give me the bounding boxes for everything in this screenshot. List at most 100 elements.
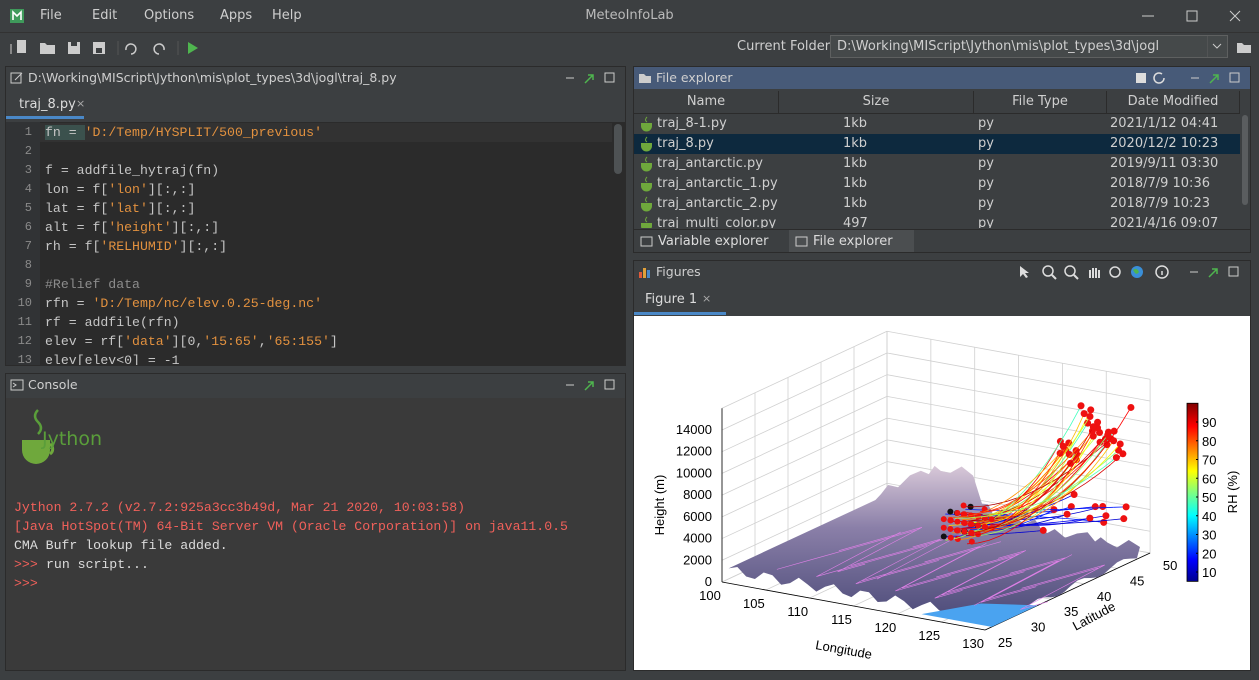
colorbar-tick-label: 90 [1202,415,1216,430]
panel-controls[interactable] [563,71,619,85]
code-area[interactable]: 1fn = 'D:/Temp/HYSPLIT/500_previous'23f … [6,122,625,366]
y-tick-label: 25 [998,635,1012,650]
file-row[interactable]: traj_antarctic_2.py1kbpy2018/7/9 10:23 [634,194,1240,214]
trajectory-end [1127,404,1134,411]
explorer-tab[interactable]: Variable explorer [634,230,787,253]
line-number: 13 [6,351,32,366]
trajectory-end [1081,410,1088,417]
panel-controls[interactable] [1134,71,1244,85]
code-line: lon = f['lon'][:,:] [45,180,195,199]
trajectory-start [961,529,967,535]
editor-tab-label: traj_8.py [19,97,76,112]
scrollbar[interactable] [1240,91,1250,228]
colorbar-tick-label: 60 [1202,471,1216,486]
file-row[interactable]: traj_8.py1kbpy2020/12/2 10:23 [634,134,1240,154]
grid-line [722,440,887,517]
code-token: lat = f[ [45,201,108,216]
file-row[interactable]: traj_antarctic.py1kbpy2019/9/11 03:30 [634,154,1240,174]
code-token: f = addfile_hytraj(fn) [45,163,219,178]
trajectory-start [941,525,947,531]
explorer-tabs: Variable explorerFile explorer [634,229,1250,253]
scrollbar[interactable] [614,124,622,174]
z-tick-label: 10000 [676,465,712,480]
editor-path: D:\Working\MIScript\Jython\mis\plot_type… [6,67,625,89]
trajectory [990,534,998,535]
trajectory [1060,521,1071,522]
file-explorer-icon [638,71,652,85]
x-tick-label: 115 [831,612,852,627]
axes: 0200040006000800010000120001400010010511… [652,331,1240,662]
trajectory-end [1092,503,1099,510]
trajectory [1066,519,1079,520]
column-title[interactable]: Size [779,91,974,113]
figures-icon [638,265,652,279]
file-cell: traj_multi_color.py [657,214,776,228]
code-token: rf = addfile(rfn) [45,315,180,330]
trajectory [1014,532,1022,533]
trajectory-start [947,509,953,515]
x-axis-label: Longitude [814,637,873,662]
line-number: 12 [6,332,32,351]
toolbar-buttons[interactable] [8,37,208,57]
column-title[interactable]: Date Modified [1107,91,1240,113]
trajectory [1087,508,1100,509]
z-tick-label: 6000 [683,509,712,524]
combo-arrow[interactable] [1207,36,1227,57]
trajectory [1092,455,1103,468]
code-line: elev = rf['data'][0,'15:65','65:155'] [45,332,338,351]
file-cell: 2021/4/16 09:07 [1110,214,1218,228]
trajectory-start [947,517,953,523]
trajectory-end [1073,447,1080,454]
file-row[interactable]: traj_multi_color.py497py2021/4/16 09:07 [634,214,1240,228]
file-cell: py [978,134,994,154]
panel-controls[interactable] [563,378,619,392]
file-cell: traj_8-1.py [657,114,727,134]
trajectory-end [1060,443,1067,450]
editor-tab[interactable]: traj_8.py × [6,91,84,119]
comment: #Relief data [45,277,140,292]
browse-folder-button[interactable] [1235,38,1253,56]
file-row[interactable]: traj_antarctic_1.py1kbpy2018/7/9 10:36 [634,174,1240,194]
figure-tab[interactable]: Figure 1 × [634,287,726,315]
tab-icon [640,235,654,249]
tab-close[interactable]: × [702,292,711,305]
code-token: ][:,:] [148,201,195,216]
column-header: NameSizeFile TypeDate Modified [634,91,1240,114]
figure-canvas: 0200040006000800010000120001400010010511… [634,316,1250,670]
editor-icon [10,71,24,85]
console-line: run script... [46,555,149,574]
code-token: rfn = [45,296,92,311]
line-number: 1 [6,123,32,142]
column-title[interactable]: Name [634,91,779,113]
file-cell: traj_antarctic.py [657,154,763,174]
console-area[interactable]: Jython Jython 2.7.2 (v2.7.2:925a3cc3b49d… [6,398,625,670]
code-token: rh = f[ [45,239,100,254]
file-cell: 2018/7/9 10:36 [1110,174,1210,194]
code-token: elev = rf[ [45,334,124,349]
z-axis-label: Height (m) [652,475,667,536]
figure-toolbar[interactable] [1018,264,1244,280]
trajectory-start [947,526,953,532]
line-number: 5 [6,199,32,218]
console-line: Jython 2.7.2 (v2.7.2:925a3cc3b49d, Mar 2… [14,498,465,517]
tab-close[interactable]: × [76,97,85,110]
grid-line [722,353,887,430]
current-folder-combo[interactable]: D:\Working\MIScript\Jython\mis\plot_type… [830,35,1228,58]
code-line: #Relief data [45,275,140,294]
trajectory-start [954,519,960,525]
y-tick-label: 45 [1130,573,1144,588]
trajectory-end [1113,454,1120,461]
jython-logo-text: Jython [42,428,102,450]
window-controls[interactable] [1138,8,1248,24]
code-line: f = addfile_hytraj(fn) [45,161,219,180]
line-number: 3 [6,161,32,180]
explorer-tab[interactable]: File explorer [789,230,914,253]
python-file-icon [640,176,654,192]
trajectory [1081,509,1092,512]
trajectory [1072,522,1085,523]
trajectory-start [954,510,960,516]
column-title[interactable]: File Type [974,91,1107,113]
current-folder-path: D:\Working\MIScript\Jython\mis\plot_type… [837,36,1159,57]
file-row[interactable]: traj_8-1.py1kbpy2021/1/12 04:41 [634,114,1240,134]
line-number: 11 [6,313,32,332]
